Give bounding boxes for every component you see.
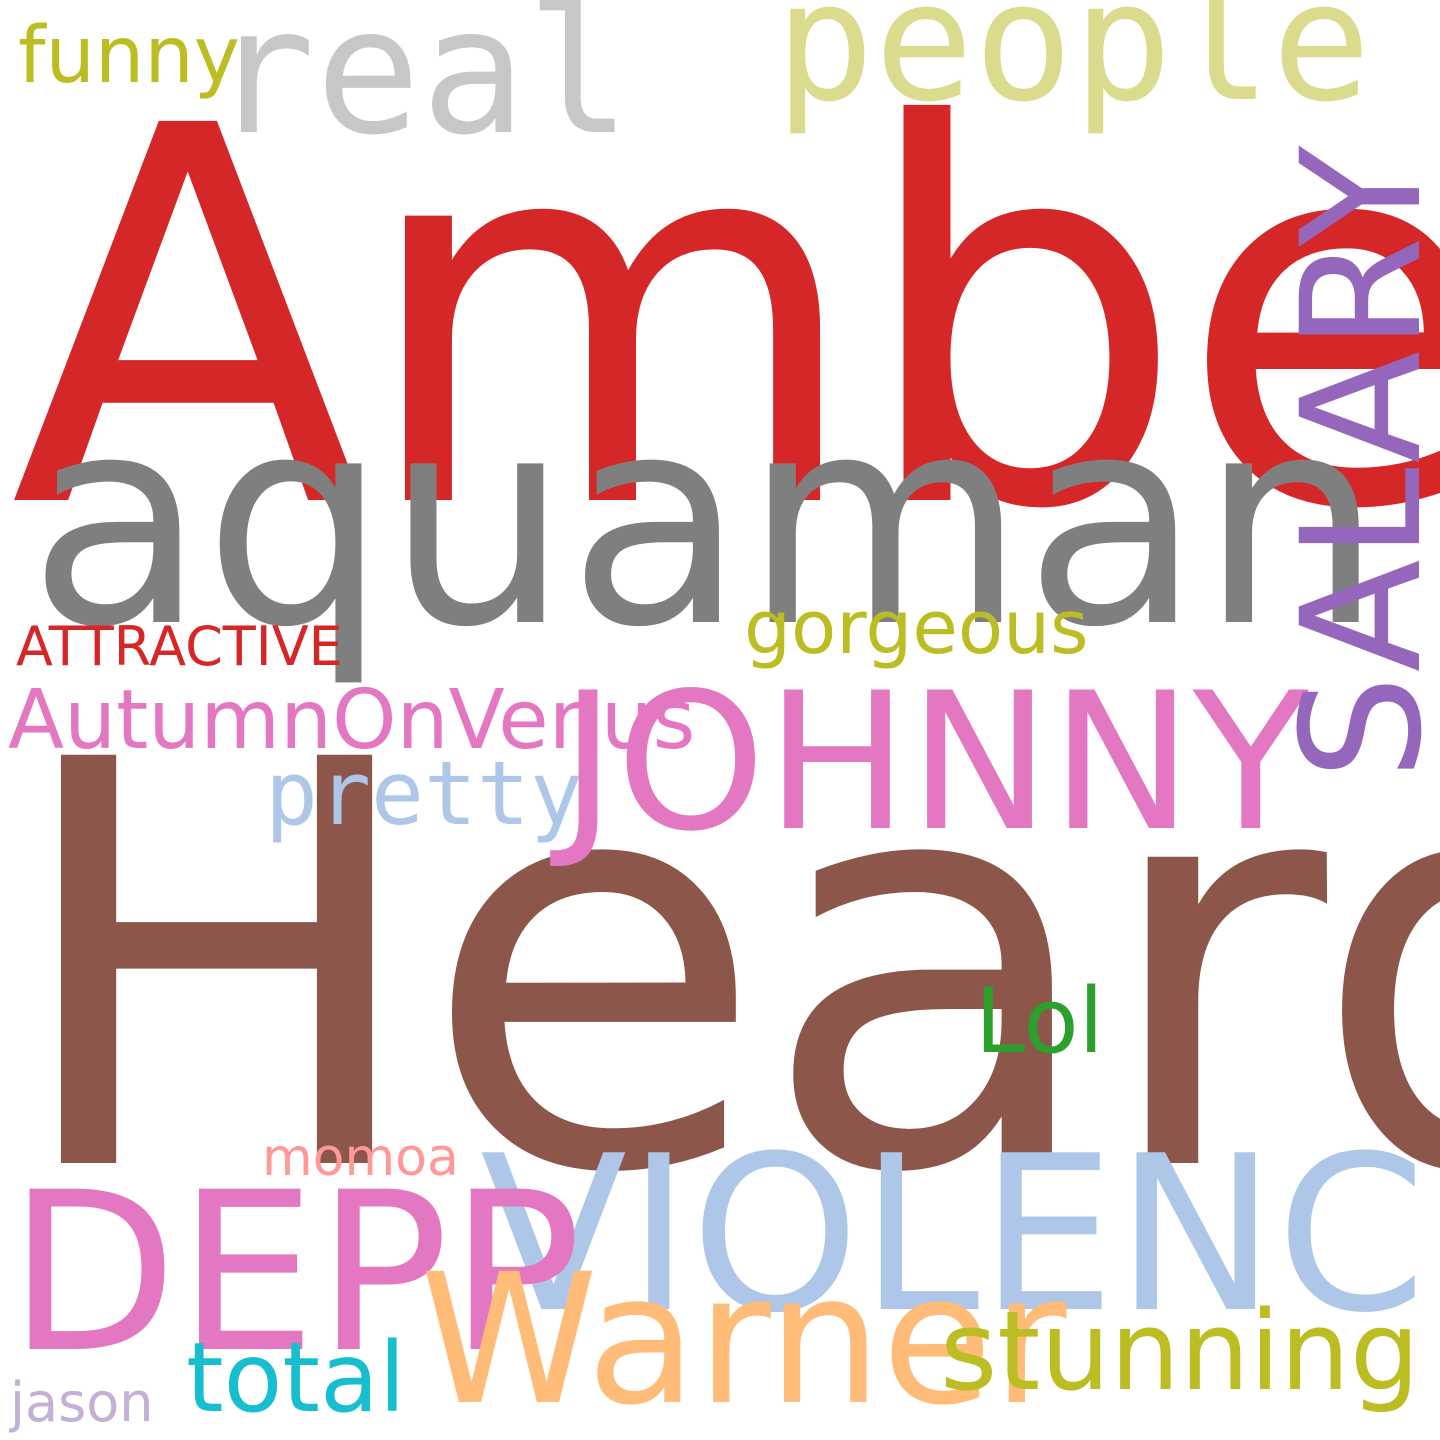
word-heard: Heard <box>6 644 1440 1296</box>
word-autumnonvenus: AutumnOnVenus <box>8 673 696 768</box>
word-gorgeous: gorgeous <box>744 585 1089 671</box>
word-amber: Amber <box>10 17 1440 623</box>
word-jason: jason <box>10 1371 154 1434</box>
word-johnny: JOHNNY <box>560 652 1309 873</box>
word-salary: SALARY <box>1266 145 1440 780</box>
word-attractive: ATTRACTIVE <box>16 615 343 678</box>
word-real: real <box>210 0 632 174</box>
word-warner: Warner <box>420 1236 1067 1440</box>
word-stunning: stunning <box>940 1287 1420 1415</box>
word-people: people <box>775 0 1372 138</box>
word-violence: VIOLENCE <box>480 1109 1440 1360</box>
word-funny: funny <box>18 11 240 101</box>
word-total: total <box>186 1322 406 1434</box>
word-depp: DEPP <box>8 1145 582 1401</box>
word-pretty: pretty <box>265 742 583 845</box>
word-lol: Lol <box>975 969 1104 1074</box>
word-aquaman: aquaman <box>28 354 1383 691</box>
word-momoa: momoa <box>262 1128 459 1188</box>
